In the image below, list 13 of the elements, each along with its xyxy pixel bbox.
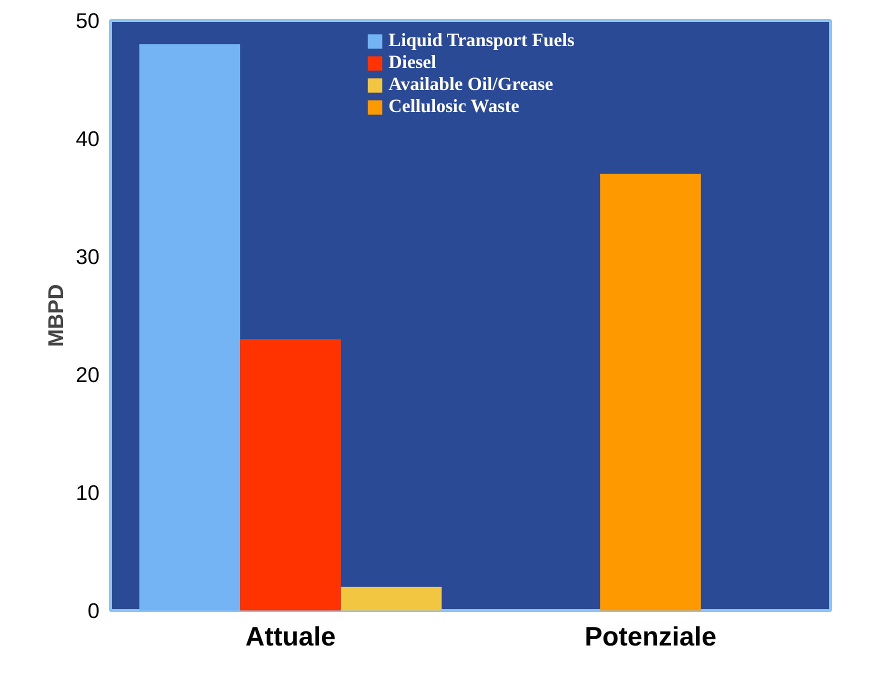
legend-label: Available Oil/Grease xyxy=(388,74,554,96)
y-tick-label: 0 xyxy=(88,599,100,623)
x-tick-label: Attuale xyxy=(245,622,336,652)
y-axis-title: MBPD xyxy=(44,284,68,347)
x-tick-label: Potenziale xyxy=(584,622,716,652)
y-tick-label: 40 xyxy=(76,127,100,151)
legend-label: Liquid Transport Fuels xyxy=(388,30,574,52)
y-tick-label: 50 xyxy=(76,9,100,33)
y-tick-label: 10 xyxy=(76,481,100,505)
legend-label: Cellulosic Waste xyxy=(388,96,520,118)
y-tick-label: 20 xyxy=(76,363,100,387)
y-tick-label: 30 xyxy=(76,245,100,269)
legend-label: Diesel xyxy=(388,52,436,74)
